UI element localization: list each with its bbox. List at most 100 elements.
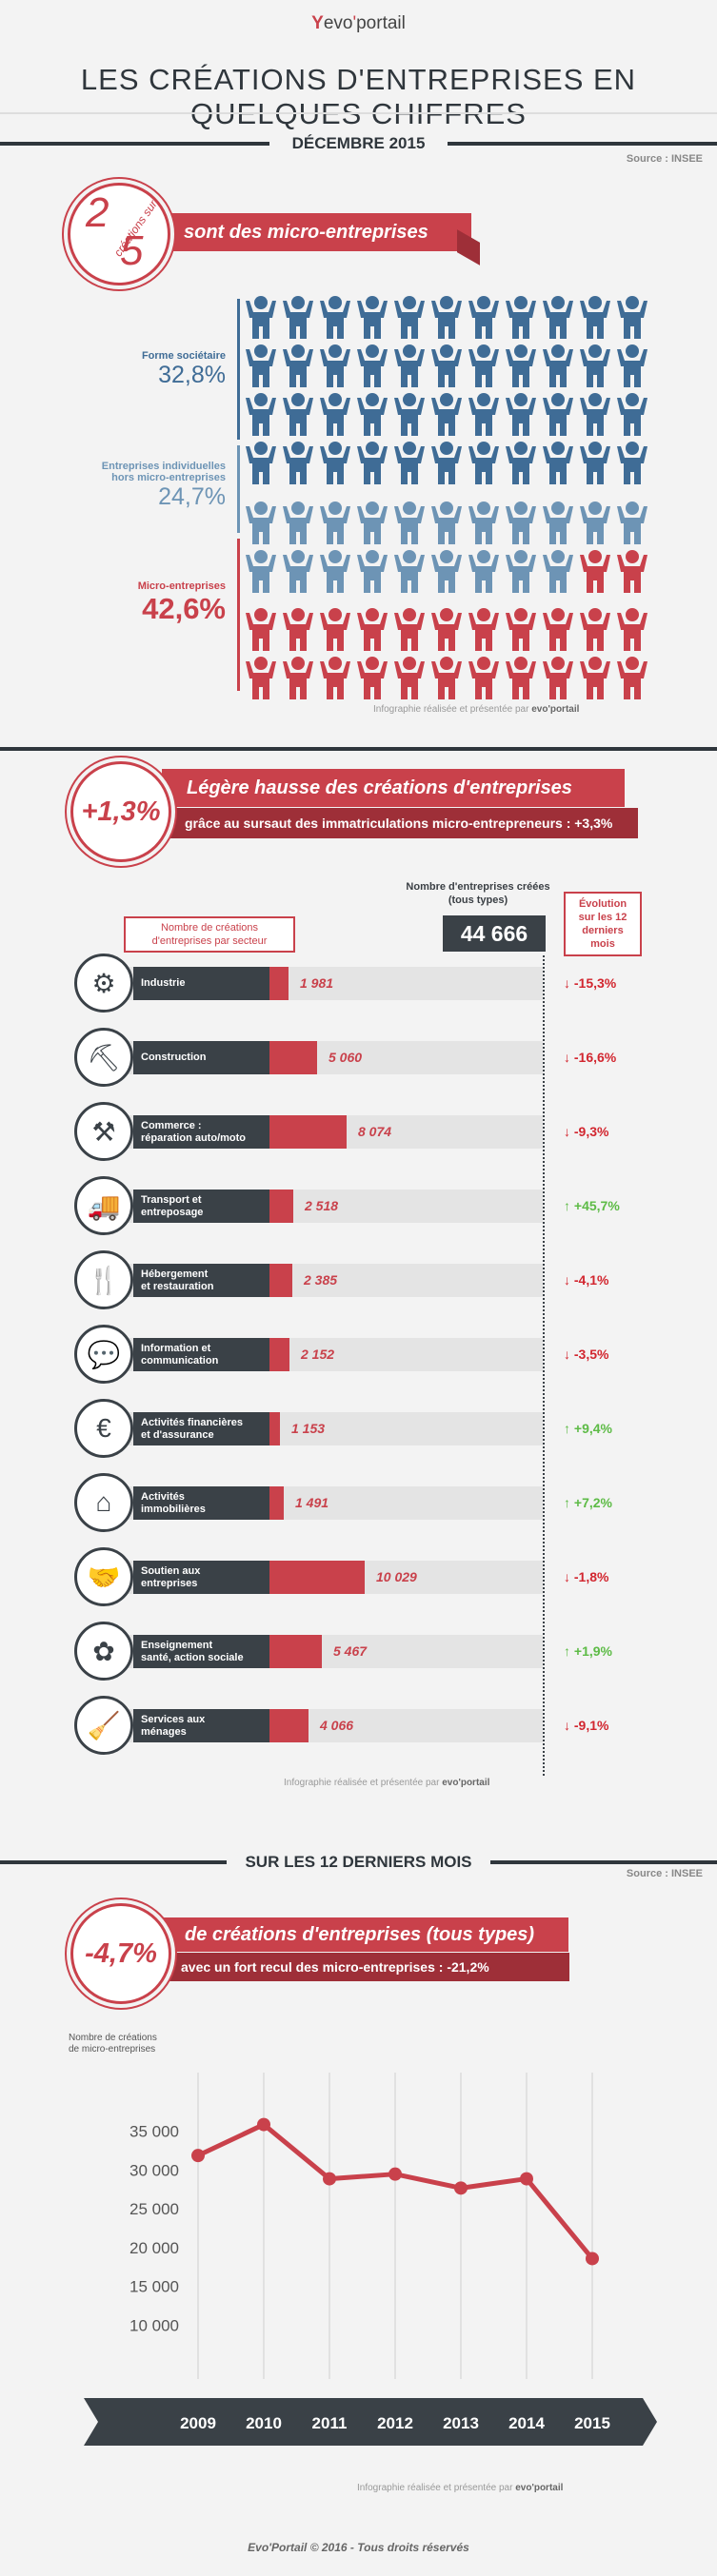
sector-evolution: ↓ -1,8% <box>564 1569 609 1584</box>
x-tick-label: 2010 <box>246 2414 282 2432</box>
person-icon <box>617 501 647 544</box>
person-icon <box>357 501 388 544</box>
person-icon <box>431 393 462 436</box>
sector-label: Enseignement santé, action sociale <box>133 1635 269 1668</box>
sector-value: 5 467 <box>333 1643 368 1659</box>
line-ylabel: Nombre de créations de micro-entreprises <box>69 2033 157 2055</box>
crane-icon: ⛏ <box>74 1028 133 1087</box>
category-label: Forme sociétaire <box>141 350 226 362</box>
evoportail-logo[interactable]: Yevo'portail <box>311 13 406 33</box>
person-icon <box>580 501 610 544</box>
euro-icon: € <box>74 1399 133 1458</box>
section2-rule <box>0 747 717 751</box>
bracket-micro <box>237 539 240 691</box>
sector-evolution: ↑ +45,7% <box>564 1198 620 1213</box>
person-icon <box>394 550 425 593</box>
person-icon <box>580 608 610 651</box>
category-label: Micro-entreprises <box>137 580 226 592</box>
section1-title: DÉCEMBRE 2015 <box>269 129 448 158</box>
ratio-denominator: 5 <box>120 227 144 274</box>
hausse-circle: +1,3% <box>70 761 171 862</box>
x-tick-label: 2011 <box>312 2414 348 2432</box>
y-tick-label: 10 000 <box>129 2316 179 2334</box>
person-icon <box>468 550 499 593</box>
sector-row: Commerce : réparation auto/moto 8 074 ⚒ ↓ -9… <box>0 1100 717 1167</box>
sector-bar <box>269 1190 293 1223</box>
person-icon <box>283 393 313 436</box>
sector-row: Industrie 1 981 ⚙ ↓ -15,3% <box>0 952 717 1018</box>
sector-bar <box>269 1561 365 1594</box>
header-divider <box>0 112 717 114</box>
person-icon <box>431 657 462 699</box>
category-pct: 32,8% <box>158 362 226 388</box>
category-label: Entreprises individuelles <box>101 461 226 472</box>
data-point <box>388 2167 402 2181</box>
person-icon <box>283 550 313 593</box>
dotted-separator <box>543 955 545 1776</box>
person-icon <box>580 442 610 484</box>
person-icon <box>320 442 350 484</box>
person-icon <box>580 344 610 387</box>
sector-label: Industrie <box>133 967 269 1000</box>
person-icon <box>506 344 536 387</box>
person-icon <box>506 657 536 699</box>
sector-evolution: ↑ +7,2% <box>564 1495 612 1510</box>
person-icon <box>617 442 647 484</box>
person-icon <box>580 550 610 593</box>
person-icon <box>357 393 388 436</box>
sector-bar <box>269 1412 280 1445</box>
sector-row: Transport et entreposage 2 518 🚚 ↑ +45,7% <box>0 1174 717 1241</box>
hausse-ribbon: Légère hausse des créations d'entreprise… <box>162 769 625 807</box>
person-icon <box>506 501 536 544</box>
sector-label-line: communication <box>141 1354 219 1367</box>
person-icon <box>543 501 573 544</box>
line-chart: 10 000 15 000 20 000 25 000 30 000 35 000 2009… <box>84 2073 657 2446</box>
person-icon <box>580 657 610 699</box>
category-pct: 42,6% <box>142 592 226 625</box>
person-icon <box>246 608 276 651</box>
sector-label-line: et d'assurance <box>141 1428 214 1441</box>
sector-row: Enseignement santé, action sociale 5 467 ✿ ↑… <box>0 1620 717 1686</box>
sector-label-line: santé, action sociale <box>141 1651 244 1663</box>
sector-label-line: Information et <box>141 1342 211 1354</box>
sector-bar <box>269 967 289 1000</box>
total-value: 44 666 <box>443 915 546 952</box>
ratio-circle: 2 créations sur 5 <box>68 183 170 285</box>
person-icon <box>506 296 536 339</box>
bracket-societe <box>237 299 240 440</box>
sector-label: Information et communication <box>133 1338 269 1371</box>
person-icon <box>468 501 499 544</box>
person-icon <box>246 657 276 699</box>
data-point <box>323 2172 336 2186</box>
person-icon <box>394 393 425 436</box>
data-point <box>454 2181 468 2195</box>
person-icon <box>617 344 647 387</box>
person-icon <box>580 393 610 436</box>
sector-label-line: réparation auto/moto <box>141 1131 247 1144</box>
sector-bar <box>269 1338 289 1371</box>
sector-label-line: Industrie <box>141 977 186 989</box>
person-icon <box>394 296 425 339</box>
category-label-2: hors micro-entreprises <box>111 472 226 483</box>
sector-bar <box>269 1115 347 1149</box>
sector-label-line: Activités financières <box>141 1416 243 1428</box>
person-icon <box>246 550 276 593</box>
tools-icon: ⚒ <box>74 1102 133 1161</box>
sector-bar <box>269 1486 284 1520</box>
person-icon <box>431 501 462 544</box>
people-grid <box>244 295 653 699</box>
total-label: Nombre d'entreprises créées (tous types) <box>406 881 550 906</box>
hausse-subribbon: grâce au sursaut des immatriculations mi… <box>169 808 638 838</box>
sprout-icon: ✿ <box>74 1622 133 1681</box>
sector-value: 10 029 <box>376 1569 417 1584</box>
person-icon <box>543 344 573 387</box>
sector-label: Hébergement et restauration <box>133 1264 269 1297</box>
person-icon <box>468 296 499 339</box>
sector-value: 2 152 <box>301 1347 335 1362</box>
person-icon <box>320 608 350 651</box>
person-icon <box>283 501 313 544</box>
year-band <box>84 2398 657 2446</box>
person-icon <box>468 657 499 699</box>
section1-source: Source : INSEE <box>626 153 703 165</box>
